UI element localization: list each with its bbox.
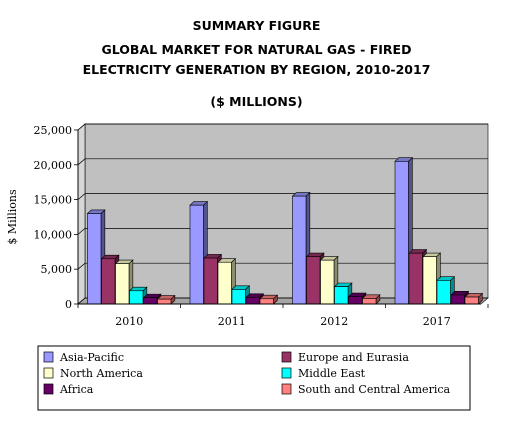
legend-label: Asia-Pacific — [59, 351, 124, 364]
gridline — [77, 158, 488, 166]
legend-entry: Africa — [43, 383, 94, 396]
y-tick-label: 5,000 — [41, 263, 73, 276]
chart-bars — [86, 157, 484, 305]
legend-entry: Asia-Pacific — [43, 351, 124, 364]
legend-swatch — [43, 351, 54, 363]
legend-label: South and Central America — [298, 383, 451, 396]
chart-title-line-3: ELECTRICITY GENERATION BY REGION, 2010-2… — [82, 62, 431, 77]
bar-2017-series-6 — [464, 292, 484, 305]
legend-box — [37, 345, 471, 411]
chart-title-line-2: GLOBAL MARKET FOR NATURAL GAS - FIRED — [101, 42, 412, 57]
y-tick-label: 0 — [65, 298, 72, 311]
y-tick-label: 10,000 — [34, 228, 73, 241]
y-tick-label: 25,000 — [34, 124, 73, 137]
x-axis-ticks: 2010 2011 2012 2017 — [77, 304, 489, 328]
bar-2010-series-4 — [128, 286, 148, 305]
legend-entry: Middle East — [281, 367, 366, 380]
y-tick-label: 20,000 — [34, 159, 73, 172]
bar-2010-series-6 — [156, 294, 176, 305]
chart-title-line-4: ($ MILLIONS) — [210, 94, 303, 109]
y-tick-label: 15,000 — [34, 194, 73, 207]
chart-axes — [77, 130, 481, 305]
y-axis-label: $ Millions — [6, 189, 19, 245]
x-tick-label: 2017 — [423, 315, 451, 328]
y-axis-ticks: 0 5,000 10,000 15,000 20,000 25,000 — [34, 124, 78, 311]
x-tick-label: 2011 — [218, 315, 246, 328]
legend-swatch — [281, 351, 292, 363]
x-tick-label: 2010 — [115, 315, 143, 328]
legend-swatch — [43, 383, 54, 395]
legend-entry: North America — [43, 367, 143, 380]
bar-2011-series-6 — [259, 294, 279, 305]
gridline — [77, 193, 488, 200]
legend-swatch — [281, 383, 292, 395]
gridline — [77, 228, 488, 235]
side-wall — [77, 123, 86, 305]
legend-label: Middle East — [298, 367, 366, 380]
x-tick-label: 2012 — [320, 315, 348, 328]
chart-legend: Asia-Pacific Europe and Eurasia North Amer… — [37, 345, 471, 411]
bar-2012-series-6 — [361, 294, 381, 305]
legend-entry: Europe and Eurasia — [281, 351, 409, 364]
legend-label: Africa — [59, 383, 94, 396]
gridline — [77, 123, 488, 131]
chart-title-line-1: SUMMARY FIGURE — [192, 18, 321, 33]
chart-gridlines — [77, 123, 488, 305]
gridline — [77, 262, 488, 270]
legend-label: Europe and Eurasia — [298, 351, 409, 364]
legend-label: North America — [60, 367, 143, 380]
legend-entry: South and Central America — [281, 383, 451, 396]
legend-swatch — [43, 367, 54, 379]
bar-2010-series-3 — [114, 259, 134, 305]
legend-swatch — [281, 367, 292, 379]
